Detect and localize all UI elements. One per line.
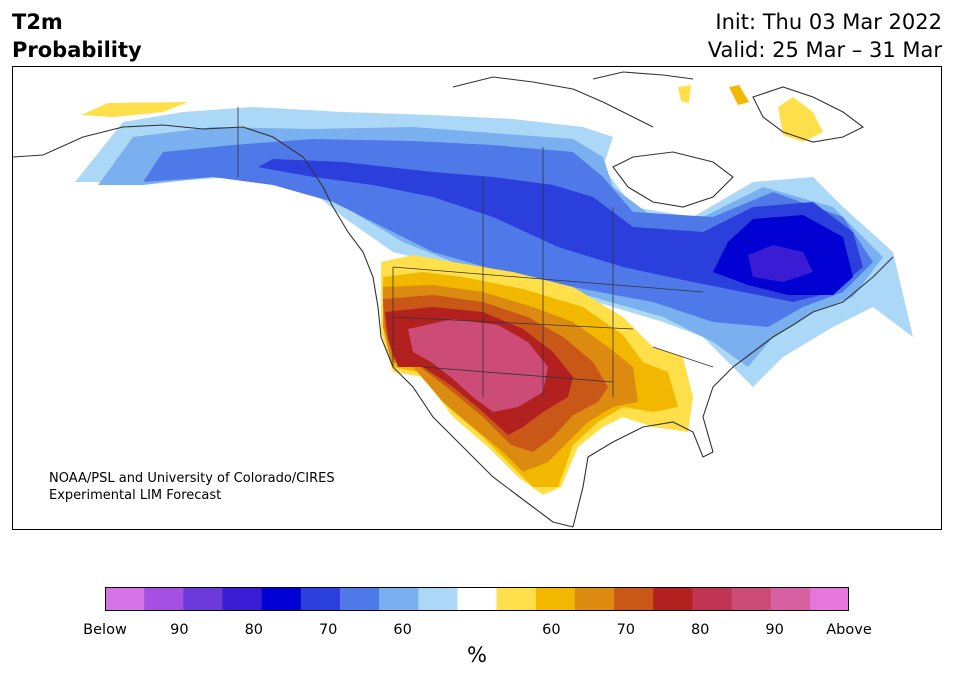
credit-line-2: Experimental LIM Forecast bbox=[49, 488, 222, 503]
colorbar-tick-label: Below bbox=[83, 622, 127, 638]
probability-map bbox=[13, 71, 913, 528]
above-warm-patch-ne bbox=[678, 85, 823, 142]
colorbar-tick-label: 80 bbox=[244, 622, 264, 638]
colorbar-swatch bbox=[770, 587, 811, 611]
colorbar-swatch bbox=[574, 587, 615, 611]
title-line-1: T2m bbox=[12, 10, 63, 34]
state-borders bbox=[237, 107, 714, 397]
map-panel bbox=[12, 66, 942, 530]
colorbar-swatch bbox=[535, 587, 576, 611]
colorbar-border bbox=[105, 587, 849, 611]
colorbar-tick-label: 60 bbox=[393, 622, 412, 638]
colorbar-swatch bbox=[457, 587, 498, 611]
colorbar-swatch bbox=[418, 587, 458, 611]
colorbar-unit: % bbox=[467, 643, 487, 667]
colorbar-tick-label: 70 bbox=[318, 622, 338, 638]
colorbar-tick-label: 90 bbox=[765, 622, 784, 638]
colorbar-swatch bbox=[105, 587, 145, 611]
colorbar-swatch bbox=[379, 587, 419, 611]
colorbar-tick-label: 90 bbox=[170, 622, 189, 638]
credit-line-1: NOAA/PSL and University of Colorado/CIRE… bbox=[49, 471, 335, 486]
colorbar-swatch bbox=[261, 587, 302, 611]
colorbar-tick-label: 70 bbox=[616, 622, 636, 638]
colorbar-swatch bbox=[222, 587, 263, 611]
colorbar-swatch bbox=[614, 587, 654, 611]
init-date: Init: Thu 03 Mar 2022 bbox=[715, 10, 942, 34]
above-95-region bbox=[408, 319, 548, 412]
colorbar-tick-label: 60 bbox=[542, 622, 561, 638]
above-60-patch-ne bbox=[729, 85, 749, 105]
valid-range: Valid: 25 Mar – 31 Mar bbox=[707, 38, 942, 62]
below-95-region bbox=[748, 245, 813, 282]
colorbar bbox=[105, 587, 849, 611]
colorbar-swatch bbox=[692, 587, 733, 611]
credit-text: NOAA/PSL and University of Colorado/CIRE… bbox=[49, 470, 335, 504]
colorbar-swatch bbox=[339, 587, 380, 611]
colorbar-swatch bbox=[731, 587, 772, 611]
coastlines bbox=[13, 71, 894, 528]
colorbar-swatch bbox=[809, 587, 849, 611]
colorbar-tick-label: 80 bbox=[690, 622, 710, 638]
colorbar-swatch bbox=[183, 587, 223, 611]
map-title: T2m Probability bbox=[12, 8, 142, 64]
title-line-2: Probability bbox=[12, 38, 142, 62]
colorbar-swatch bbox=[144, 587, 184, 611]
below-80-region bbox=[258, 159, 863, 302]
colorbar-tick-label: Above bbox=[826, 622, 872, 638]
above-warm-patch-nw bbox=[81, 102, 188, 117]
colorbar-swatch bbox=[496, 587, 537, 611]
date-info: Init: Thu 03 Mar 2022 Valid: 25 Mar – 31… bbox=[708, 8, 942, 64]
colorbar-swatch bbox=[653, 587, 693, 611]
colorbar-swatch bbox=[300, 587, 341, 611]
